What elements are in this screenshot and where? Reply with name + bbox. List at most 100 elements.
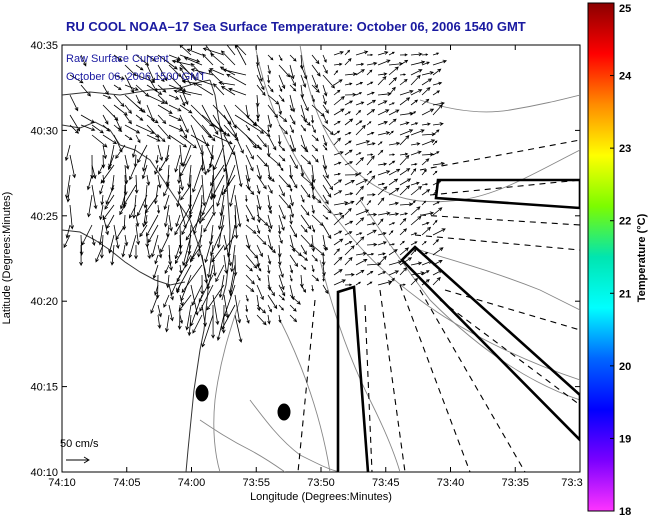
current-arrow — [177, 164, 182, 184]
radial-line — [419, 289, 526, 472]
current-arrow — [388, 141, 401, 146]
current-arrow — [100, 164, 115, 184]
current-arrow — [165, 224, 170, 238]
y-tick-label: 40:10 — [30, 467, 58, 479]
current-arrow — [256, 124, 271, 137]
current-arrow — [344, 92, 357, 97]
current-arrow — [278, 214, 285, 232]
current-arrow — [311, 204, 315, 214]
current-arrow — [91, 134, 108, 148]
current-arrow — [289, 154, 298, 170]
current-arrow — [234, 294, 242, 324]
current-arrow — [277, 244, 282, 258]
current-arrow — [311, 254, 318, 262]
current-arrow — [157, 144, 164, 162]
current-arrow — [311, 64, 321, 77]
current-arrow — [410, 89, 423, 96]
current-arrow — [267, 234, 273, 251]
current-arrow — [201, 304, 207, 327]
current-arrow — [399, 78, 408, 86]
current-arrow — [154, 164, 159, 175]
current-arrow — [277, 134, 282, 146]
current-arrow — [377, 186, 388, 196]
current-arrow — [226, 45, 236, 56]
current-arrow — [289, 124, 294, 134]
current-arrow — [377, 59, 391, 66]
current-arrow — [211, 244, 225, 263]
current-arrow — [399, 152, 409, 156]
y-axis-ticks: 40:35 40:30 40:25 40:20 40:15 40:10 — [30, 40, 580, 479]
current-arrow — [245, 284, 255, 293]
current-arrow — [171, 59, 192, 66]
current-arrow — [100, 194, 105, 206]
current-arrow — [300, 74, 307, 88]
current-arrow — [399, 267, 408, 276]
current-arrow — [65, 174, 71, 199]
current-arrow — [245, 154, 254, 172]
current-arrow — [333, 89, 341, 96]
current-arrow — [124, 234, 129, 247]
current-vectors — [63, 45, 448, 348]
current-arrow — [173, 89, 192, 96]
current-arrow — [146, 54, 157, 62]
current-arrow — [177, 304, 182, 330]
current-arrow — [355, 172, 362, 176]
current-arrow — [322, 164, 329, 179]
current-arrow — [278, 284, 286, 297]
current-arrow — [278, 64, 291, 78]
current-arrow — [321, 254, 326, 266]
current-arrow — [267, 264, 271, 275]
station-marker — [277, 403, 291, 421]
current-arrow — [267, 64, 272, 75]
current-arrow — [355, 251, 368, 256]
current-arrow — [410, 60, 426, 66]
current-arrow — [300, 244, 307, 255]
current-arrow — [333, 130, 341, 136]
current-arrow — [399, 212, 409, 216]
current-arrow — [366, 170, 373, 176]
transect-box-northeast — [434, 178, 580, 210]
current-arrow — [168, 134, 188, 148]
current-arrow — [399, 178, 412, 186]
current-arrow — [91, 124, 104, 134]
current-arrow — [311, 284, 314, 292]
current-arrow — [146, 84, 163, 95]
current-arrow — [377, 241, 387, 246]
current-arrow — [226, 224, 236, 258]
current-arrow — [421, 98, 430, 106]
current-arrow — [399, 154, 410, 166]
current-arrow — [168, 84, 183, 91]
current-arrow — [267, 284, 275, 297]
current-arrow — [177, 184, 182, 196]
current-arrow — [333, 51, 344, 56]
current-arrow — [344, 256, 353, 266]
current-arrow — [366, 91, 375, 96]
current-arrow — [399, 283, 406, 286]
current-arrow — [289, 204, 295, 219]
current-arrow — [178, 234, 183, 256]
current-arrow — [256, 144, 263, 151]
current-arrow — [300, 164, 305, 177]
current-arrow — [289, 64, 295, 80]
current-arrow — [410, 241, 418, 246]
current-arrow — [267, 114, 273, 129]
current-arrow — [105, 184, 115, 205]
current-arrow — [104, 194, 115, 210]
current-arrow — [278, 274, 285, 291]
current-arrow — [366, 281, 373, 286]
current-arrow — [278, 314, 282, 324]
current-arrow — [421, 169, 427, 176]
current-arrow — [432, 81, 443, 86]
current-arrow — [355, 62, 365, 66]
current-arrow — [432, 201, 440, 206]
current-arrow — [432, 247, 444, 256]
station-marker — [195, 384, 209, 402]
current-arrow — [221, 174, 236, 196]
current-arrow — [135, 104, 146, 113]
current-arrow — [399, 129, 414, 136]
current-arrow — [201, 184, 214, 216]
current-arrow — [388, 168, 401, 176]
current-arrow — [355, 209, 370, 216]
current-arrow — [388, 118, 397, 126]
colorbar-tick-label: 21 — [619, 288, 631, 300]
